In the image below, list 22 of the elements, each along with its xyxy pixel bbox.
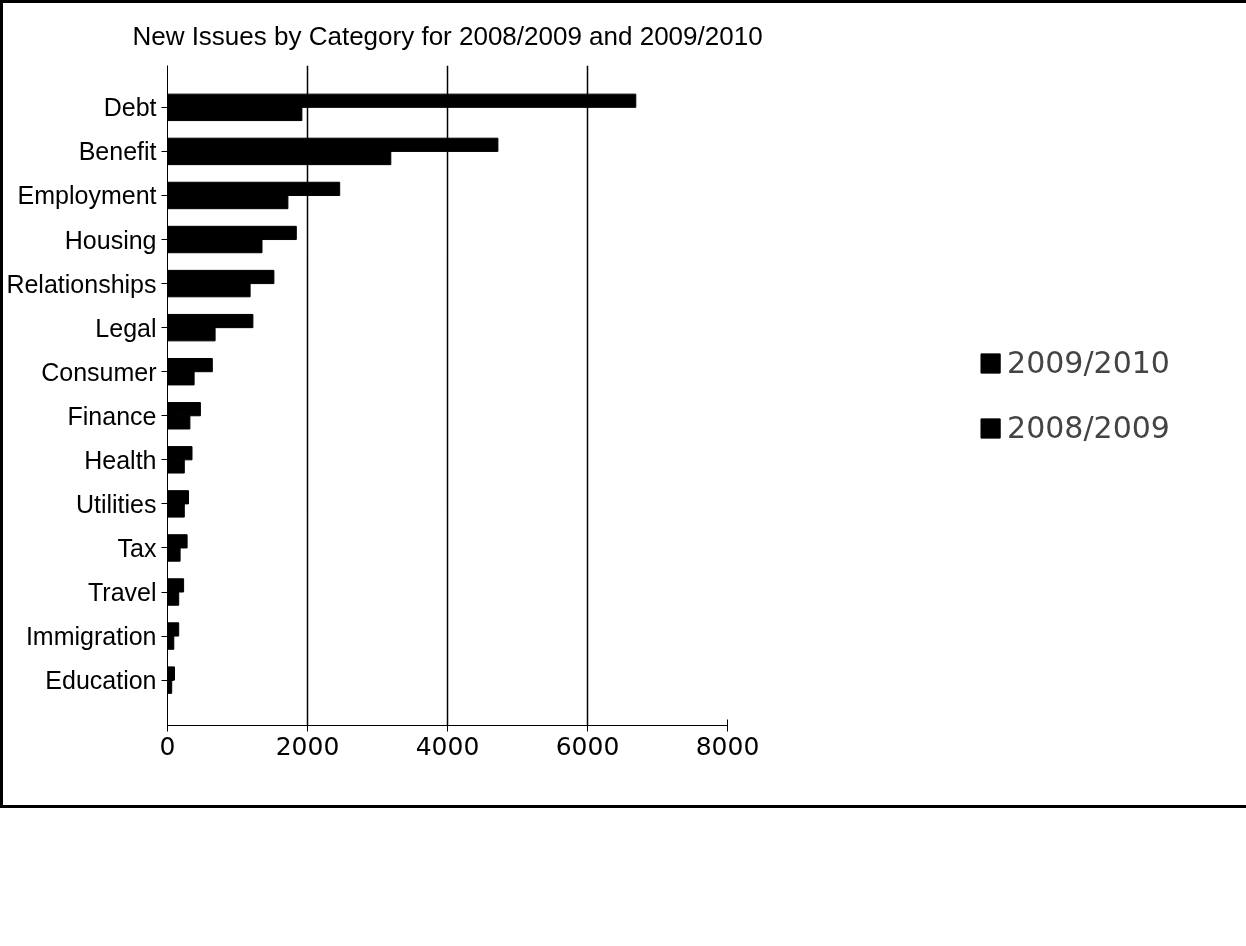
x-tick-label: 2000 [275,731,340,761]
y-tick-label: Employment [17,181,157,210]
y-tick-label: Tax [117,533,157,562]
y-tick-label: Travel [87,578,157,606]
chart-title: New Issues by Category for 2008/2009 and 2009/2010 [132,20,763,51]
y-tick-label: Education [45,666,157,695]
legend-label: 2008/2009 [1007,410,1170,445]
y-tick-label: Relationships [6,269,157,298]
x-tick-label: 8000 [695,731,760,761]
y-tick-label: Immigration [25,622,157,651]
y-tick-label: Consumer [41,357,157,386]
x-tick-label: 6000 [555,731,620,761]
y-tick-label: Utilities [75,489,157,518]
y-tick-label: Benefit [78,137,157,166]
y-tick-label: Legal [95,313,157,342]
x-tick-label: 4000 [415,731,480,761]
y-tick-label: Housing [64,225,157,254]
y-tick-label: Finance [67,401,157,430]
y-tick-label: Health [84,445,157,474]
x-tick-label: 0 [159,731,176,761]
y-tick-label: Debt [103,93,157,122]
legend-label: 2009/2010 [1007,345,1170,380]
